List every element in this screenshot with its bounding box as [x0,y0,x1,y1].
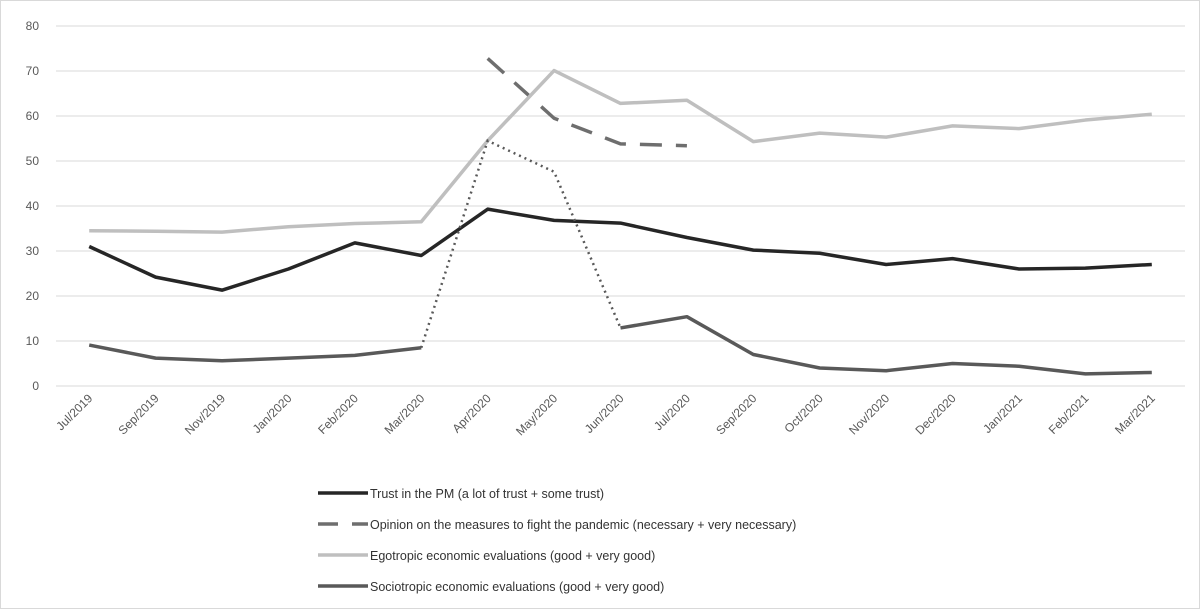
x-tick-label: Nov/2019 [182,391,228,437]
x-tick-label: Apr/2020 [449,391,494,436]
x-axis-ticks: Jul/2019 Sep/2019 Nov/2019 Jan/2020 Feb/2020… [53,391,1158,438]
x-tick-label: Sep/2019 [116,391,162,437]
y-tick-label: 20 [26,289,40,303]
x-tick-label: Feb/2021 [1046,391,1092,437]
x-tick-label: Dec/2020 [912,391,958,437]
legend-item: Sociotropic economic evaluations (good +… [318,580,664,594]
x-tick-label: Jan/2020 [250,391,295,436]
x-tick-label: Mar/2020 [382,391,428,437]
series-line [88,207,1152,292]
legend-label: Egotropic economic evaluations (good + v… [370,549,655,563]
series-line-dotted [420,139,622,349]
legend: Trust in the PM (a lot of trust + some t… [318,487,796,594]
series-line [88,343,422,363]
y-tick-label: 80 [26,19,40,33]
y-tick-label: 70 [26,64,40,78]
x-tick-label: Feb/2020 [315,391,361,437]
x-tick-label: Jun/2020 [582,391,627,436]
x-tick-label: Jul/2020 [651,391,693,433]
gridlines [56,25,1185,387]
series-4 [88,139,1152,376]
x-tick-label: Jul/2019 [53,391,95,433]
series-2 [486,57,687,148]
x-tick-label: Sep/2020 [713,391,759,437]
y-tick-label: 30 [26,244,40,258]
y-axis-ticks: 0 10 20 30 40 50 60 70 80 [26,19,40,393]
series-line [486,57,687,148]
series-1 [88,207,1152,292]
series-line [89,68,1152,234]
legend-item: Trust in the PM (a lot of trust + some t… [318,487,604,501]
legend-item: Opinion on the measures to fight the pan… [318,518,796,532]
y-tick-label: 0 [32,379,39,393]
series-lines [88,57,1152,376]
x-tick-label: Oct/2020 [782,391,827,436]
series-3 [89,68,1152,234]
y-tick-label: 10 [26,334,40,348]
legend-item: Egotropic economic evaluations (good + v… [318,549,655,563]
legend-label: Sociotropic economic evaluations (good +… [370,580,664,594]
y-tick-label: 50 [26,154,40,168]
y-tick-label: 60 [26,109,40,123]
legend-label: Opinion on the measures to fight the pan… [370,518,796,532]
x-tick-label: Mar/2021 [1112,391,1158,437]
x-tick-label: May/2020 [513,391,560,438]
legend-label: Trust in the PM (a lot of trust + some t… [370,487,604,501]
series-line [620,314,1152,376]
y-tick-label: 40 [26,199,40,213]
x-tick-label: Nov/2020 [846,391,892,437]
x-tick-label: Jan/2021 [980,391,1025,436]
